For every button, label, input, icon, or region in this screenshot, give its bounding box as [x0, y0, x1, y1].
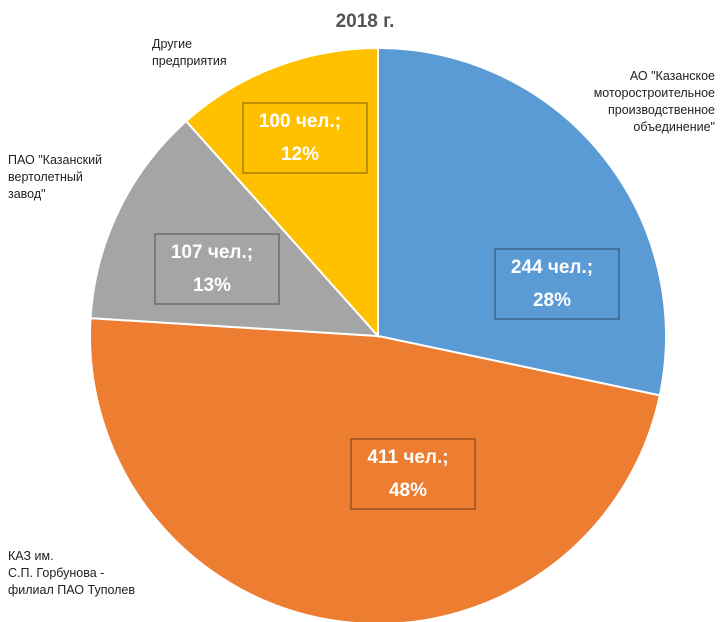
category-label: КАЗ им. С.П. Горбунова - филиал ПАО Тупо… — [8, 549, 136, 597]
percent-label: 48% — [389, 480, 427, 501]
pie-slice — [377, 46, 667, 397]
pie-slice — [89, 119, 381, 338]
category-label: ПАО "Казанский вертолетный завод" — [8, 153, 103, 201]
pie-slice — [89, 317, 661, 622]
data-label: 411 чел.; — [367, 447, 448, 468]
percent-label: 13% — [193, 275, 231, 296]
data-label: 100 чел.; — [259, 111, 341, 132]
pie-slice — [184, 46, 379, 339]
percent-label: 12% — [281, 144, 319, 165]
chart-title: 2018 г. — [336, 11, 395, 32]
data-label: 107 чел.; — [171, 242, 253, 263]
category-label: Другие предприятия — [152, 37, 227, 68]
category-label: АО "Казанское моторостроительное произво… — [593, 69, 715, 134]
label-shadow — [350, 438, 476, 510]
label-shadow — [242, 102, 368, 174]
percent-label: 28% — [533, 290, 571, 311]
label-shadow — [494, 248, 620, 320]
data-label: 244 чел.; — [511, 257, 593, 278]
label-shadow — [154, 233, 280, 305]
